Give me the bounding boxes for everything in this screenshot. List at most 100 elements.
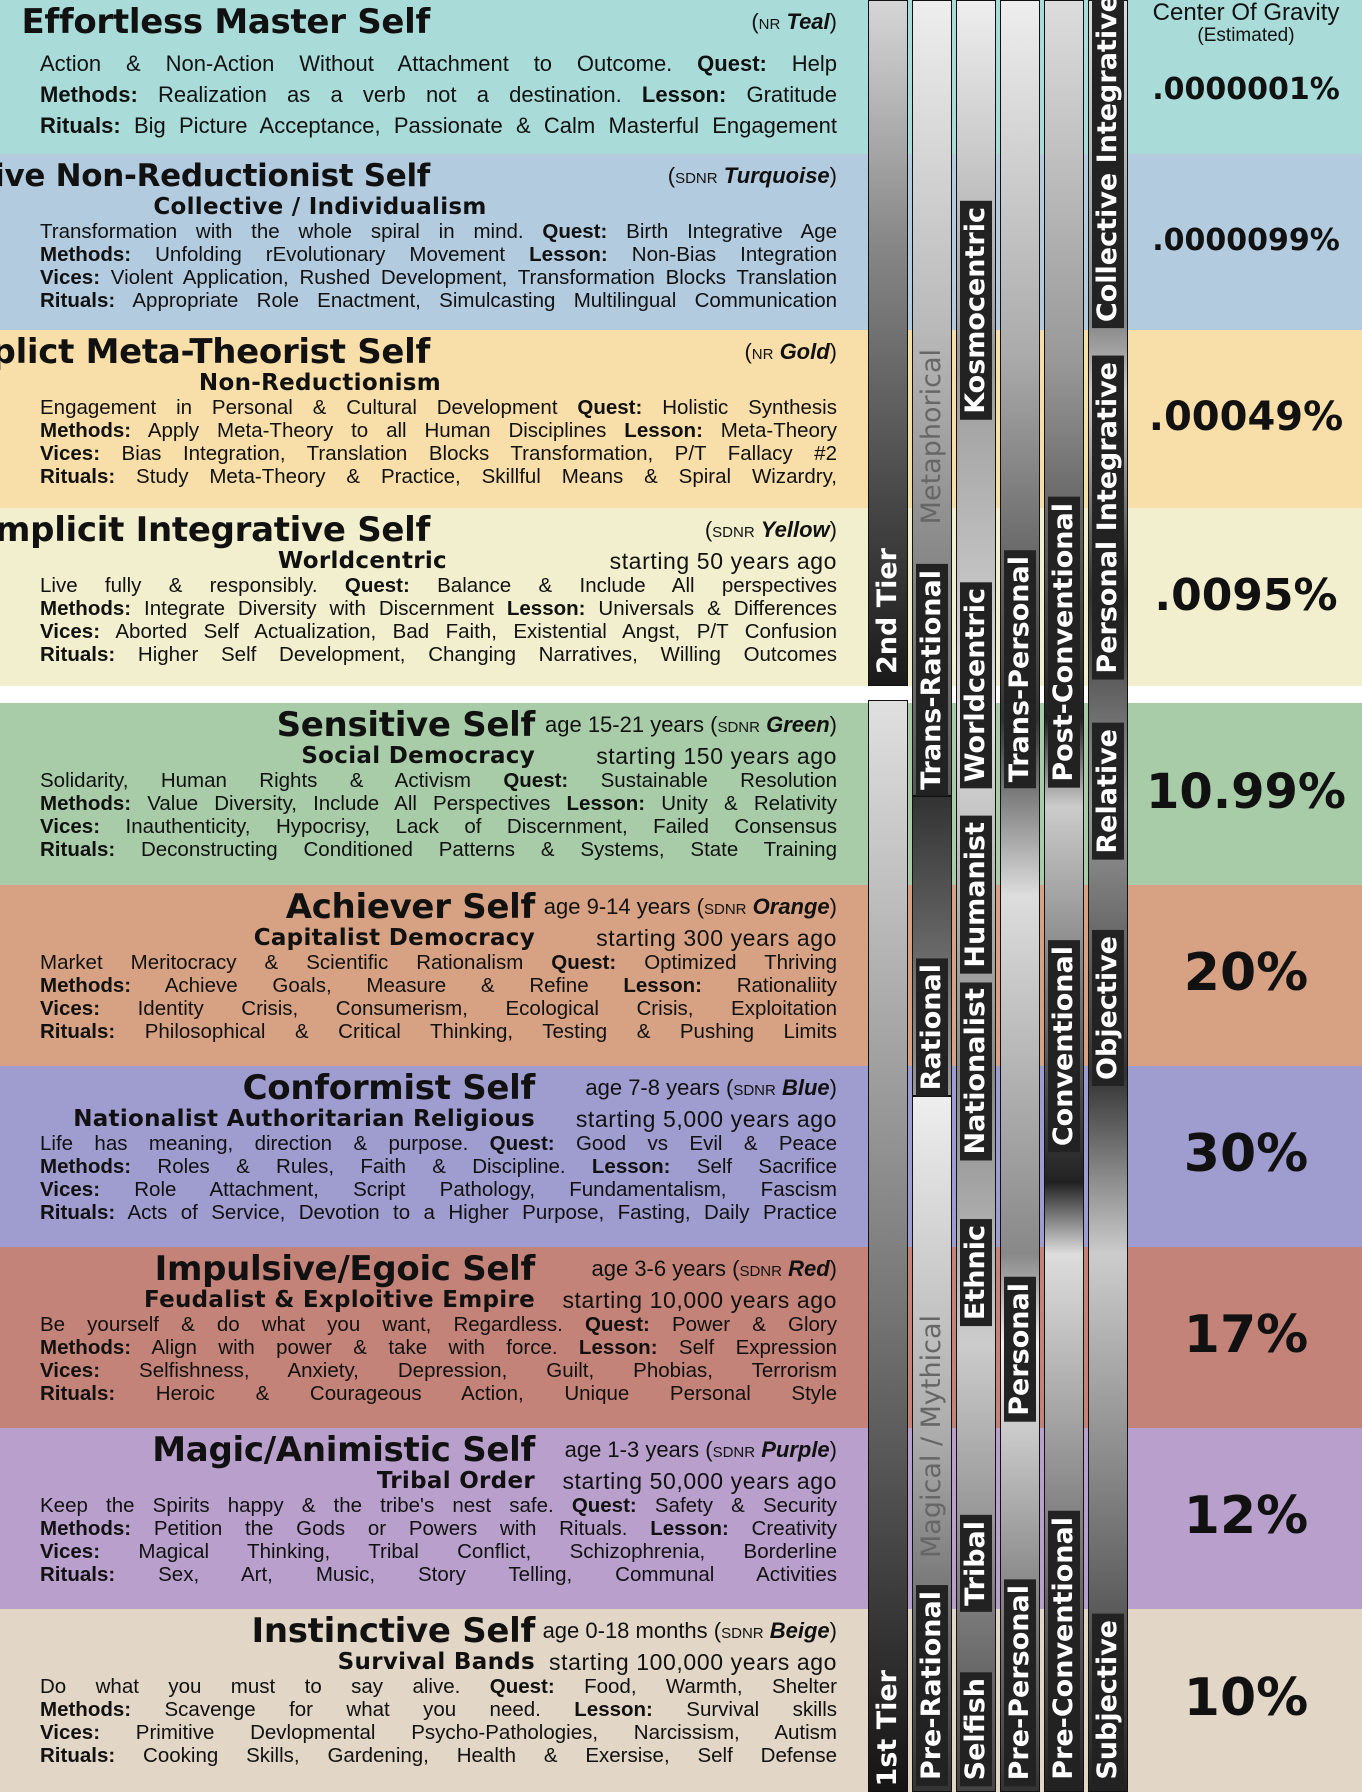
detail-line: Solidarity, Human Rights & Activism Ques… — [40, 769, 837, 792]
level-subtitle: Non-Reductionism — [198, 370, 442, 396]
level-start: starting 50,000 years ago — [562, 1468, 837, 1494]
tag-prefix: ( — [751, 9, 759, 34]
detail-line: Vices: Role Attachment, Script Pathology… — [40, 1178, 837, 1201]
level-subtitle: Feudalist & Exploitive Empire — [144, 1287, 535, 1313]
detail-line: Be yourself & do what you want, Regardle… — [40, 1313, 837, 1336]
detail-line: Vices: Aborted Self Actualization, Bad F… — [40, 620, 837, 643]
level-tag: (SDNR Turquoise) — [668, 162, 837, 193]
level-subtitle: Nationalist Authoritarian Religious — [73, 1106, 535, 1132]
detail-line: Methods: Unfolding rEvolutionary Movemen… — [40, 243, 837, 266]
label-relative: Relative — [1092, 723, 1124, 860]
label-metaphorical: Metaphorical — [916, 348, 947, 524]
tag-prefix: age 3-6 years ( — [591, 1256, 740, 1281]
detail-line: Rituals: Acts of Service, Devotion to a … — [40, 1201, 837, 1224]
level-percent: 10.99% — [1146, 764, 1346, 821]
tier-bar-1st — [868, 700, 908, 1792]
level-tag: age 3-6 years (SDNR Red) — [592, 1255, 838, 1286]
tier-divider — [0, 686, 1362, 703]
level-details: Market Meritocracy & Scientific Rational… — [40, 951, 837, 1043]
level-start: starting 5,000 years ago — [575, 1106, 837, 1132]
label-trans-personal: Trans-Personal — [1004, 549, 1036, 788]
level-title: Collective Non-Reductionist Self — [0, 158, 430, 194]
level-title: Implicit Integrative Self — [0, 510, 430, 550]
level-band: Sensitive Self age 15-21 years (SDNR Gree… — [0, 703, 1362, 885]
label-nationalist: Nationalist — [960, 981, 992, 1160]
tag-prefix: age 15-21 years ( — [545, 712, 718, 737]
level-band: Instinctive Self age 0-18 months (SDNR Be… — [0, 1609, 1362, 1792]
tag-code: SDNR — [733, 1082, 776, 1099]
detail-line: Methods: Achieve Goals, Measure & Refine… — [40, 974, 837, 997]
level-title: Conformist Self — [242, 1068, 536, 1108]
detail-line: Rituals: Higher Self Development, Changi… — [40, 643, 837, 666]
level-subtitle: Worldcentric — [277, 548, 447, 574]
detail-line: Rituals: Deconstructing Conditioned Patt… — [40, 838, 837, 861]
tag-code: SDNR — [739, 1263, 782, 1280]
tag-suffix: ) — [829, 163, 837, 188]
detail-line: Rituals: Sex, Art, Music, Story Telling,… — [40, 1563, 837, 1586]
detail-line: Vices: Bias Integration, Translation Blo… — [40, 442, 837, 465]
level-tag: age 0-18 months (SDNR Beige) — [543, 1617, 837, 1648]
tag-color: Teal — [786, 9, 830, 34]
detail-line: Vices: Identity Crisis, Consumerism, Eco… — [40, 997, 837, 1020]
level-percent: .0000099% — [1152, 223, 1340, 259]
detail-line: Methods: Align with power & take with fo… — [40, 1336, 837, 1359]
detail-line: Vices: Selfishness, Anxiety, Depression,… — [40, 1359, 837, 1382]
level-start: starting 100,000 years ago — [549, 1649, 837, 1675]
personal-bar — [1000, 0, 1040, 1792]
label-objective: Objective — [1092, 930, 1124, 1086]
level-tag: (SDNR Yellow) — [705, 516, 837, 547]
tag-suffix: ) — [829, 1075, 837, 1100]
detail-line: Methods: Apply Meta-Theory to all Human … — [40, 419, 837, 442]
level-details: Life has meaning, direction & purpose. Q… — [40, 1132, 837, 1224]
label-selfish: Selfish — [960, 1671, 992, 1786]
level-subtitle: Capitalist Democracy — [253, 925, 535, 951]
level-band: Implicit Integrative Self (SDNR Yellow) Wo… — [0, 508, 1362, 686]
detail-line: Market Meritocracy & Scientific Rational… — [40, 951, 837, 974]
tag-color: Green — [766, 712, 830, 737]
detail-line: Methods: Petition the Gods or Powers wit… — [40, 1517, 837, 1540]
level-details: Solidarity, Human Rights & Activism Ques… — [40, 769, 837, 861]
tag-suffix: ) — [829, 1256, 837, 1281]
tag-prefix: ( — [704, 517, 713, 542]
level-title: Effortless Master Self — [21, 2, 430, 42]
level-band: Achiever Self age 9-14 years (SDNR Orange… — [0, 885, 1362, 1066]
label-humanist: Humanist — [960, 816, 992, 974]
tag-suffix: ) — [829, 517, 837, 542]
level-tag: (NR Teal) — [751, 8, 837, 39]
detail-line: Live fully & responsibly. Quest: Balance… — [40, 574, 837, 597]
level-details: Action & Non-Action Without Attachment t… — [40, 48, 837, 141]
tag-code: SDNR — [704, 901, 747, 918]
label-subjective: Subjective — [1092, 1614, 1124, 1786]
label-rational: Rational — [916, 957, 948, 1096]
label-magical-mythical: Magical / Mythical — [916, 1315, 947, 1558]
detail-line: Methods: Roles & Rules, Faith & Discipli… — [40, 1155, 837, 1178]
tag-prefix: age 9-14 years ( — [543, 894, 704, 919]
level-title: Instinctive Self — [251, 1611, 535, 1651]
tag-color: Gold — [779, 339, 830, 364]
level-start: starting 50 years ago — [609, 548, 837, 574]
label-personal-integrative: Personal Integrative — [1092, 356, 1124, 680]
tag-color: Blue — [781, 1075, 830, 1100]
level-percent: .0000001% — [1152, 72, 1340, 108]
level-subtitle: Social Democracy — [301, 743, 535, 769]
label-conventional: Conventional — [1048, 939, 1080, 1152]
level-band: Impulsive/Egoic Self age 3-6 years (SDNR … — [0, 1247, 1362, 1428]
level-subtitle: Collective / Individualism — [153, 194, 487, 220]
label-tribal: Tribal — [960, 1515, 992, 1612]
gravity-header-title: Center Of Gravity — [1152, 0, 1340, 26]
level-title: Sensitive Self — [276, 705, 536, 745]
detail-line: Rituals: Study Meta-Theory & Practice, S… — [40, 465, 837, 488]
level-title: Achiever Self — [285, 887, 536, 927]
detail-line: Rituals: Heroic & Courageous Action, Uni… — [40, 1382, 837, 1405]
level-band: Magic/Animistic Self age 1-3 years (SDNR … — [0, 1428, 1362, 1609]
tag-suffix: ) — [829, 712, 837, 737]
detail-line: Vices: Primitive Devlopmental Psycho-Pat… — [40, 1721, 837, 1744]
detail-line: Keep the Spirits happy & the tribe's nes… — [40, 1494, 837, 1517]
tag-color: Beige — [769, 1618, 830, 1643]
detail-line: Rituals: Appropriate Role Enactment, Sim… — [40, 289, 837, 312]
label-pre-conventional: Pre-Conventional — [1048, 1511, 1080, 1786]
tag-code: SDNR — [712, 1444, 756, 1461]
detail-line: Do what you must to say alive. Quest: Fo… — [40, 1675, 837, 1698]
level-tag: age 15-21 years (SDNR Green) — [545, 711, 837, 742]
tag-prefix: ( — [667, 163, 676, 188]
